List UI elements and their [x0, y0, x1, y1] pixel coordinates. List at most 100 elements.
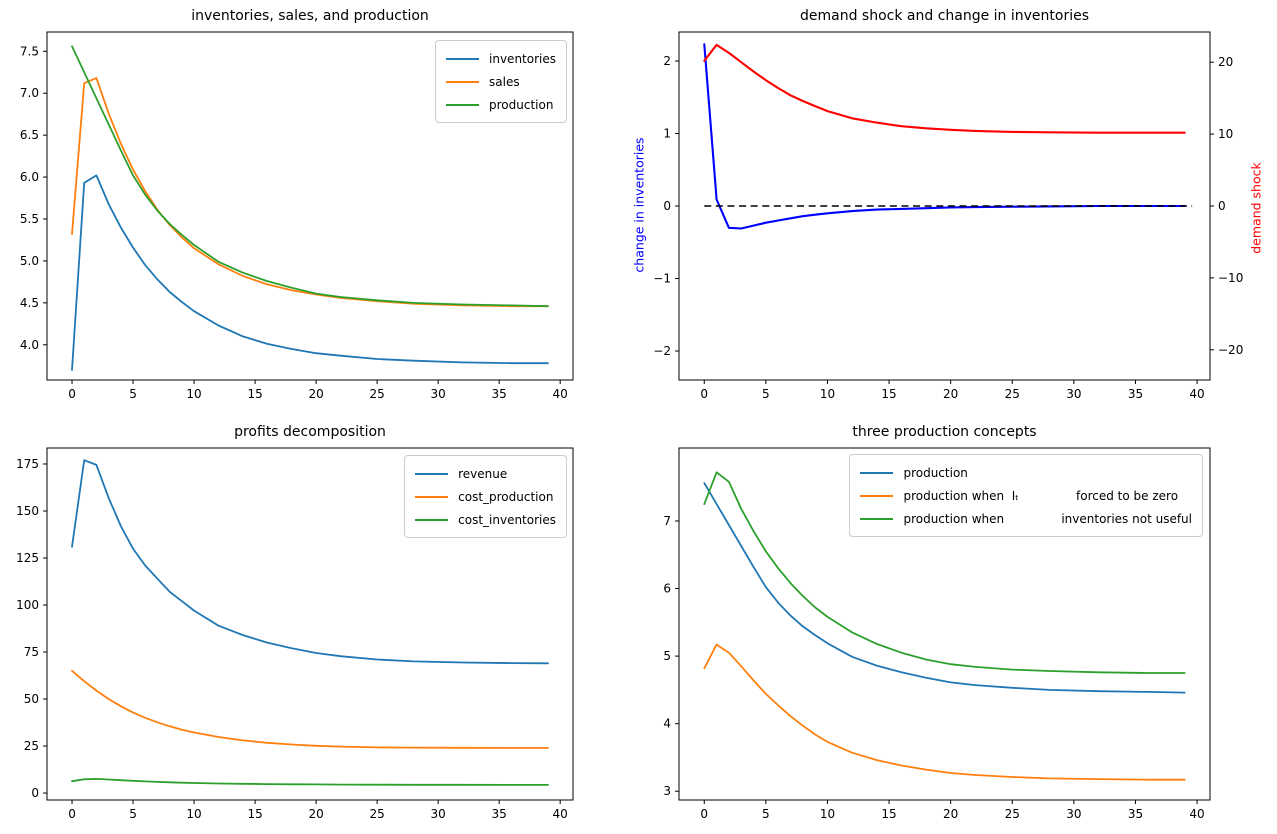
- svg-text:0: 0: [68, 387, 76, 401]
- x-axis-ticks: 0 5 10 15 20 25 30 35 40: [68, 800, 568, 821]
- legend-item-cost-production: cost_production: [415, 485, 556, 508]
- legend-label: production: [903, 465, 968, 480]
- svg-text:40: 40: [1189, 387, 1204, 401]
- svg-text:30: 30: [1066, 807, 1081, 821]
- svg-text:1: 1: [663, 127, 671, 141]
- svg-text:30: 30: [1066, 387, 1081, 401]
- legend-line-sample: [860, 517, 894, 520]
- svg-text:30: 30: [431, 807, 446, 821]
- legend-item-production: production: [860, 461, 1192, 484]
- svg-text:5: 5: [129, 807, 137, 821]
- legend-line-sample: [446, 80, 480, 83]
- series-inventories-line: [71, 174, 549, 371]
- legend-label: cost_inventories: [458, 512, 556, 527]
- legend-line-sample: [860, 494, 894, 497]
- svg-text:0: 0: [700, 387, 708, 401]
- legend-line-sample: [415, 518, 449, 521]
- svg-text:40: 40: [553, 387, 568, 401]
- svg-text:5: 5: [663, 649, 671, 663]
- svg-text:0: 0: [663, 199, 671, 213]
- svg-text:0: 0: [700, 807, 708, 821]
- series-production-when-inventories-not-useful-line: [703, 471, 1186, 674]
- svg-text:7.5: 7.5: [20, 44, 39, 58]
- svg-text:4: 4: [663, 717, 671, 731]
- series-production-line: [71, 45, 549, 308]
- legend-line-sample: [415, 472, 449, 475]
- y-axis-ticks-right: −20 −10 0 10 20: [1210, 55, 1243, 357]
- svg-text:−2: −2: [653, 344, 671, 358]
- legend-line-sample: [446, 103, 480, 106]
- svg-text:5.0: 5.0: [20, 254, 39, 268]
- svg-text:20: 20: [308, 387, 323, 401]
- ylabel-change-in-inventories: change in inventories: [631, 137, 647, 273]
- svg-text:20: 20: [308, 807, 323, 821]
- svg-text:15: 15: [881, 807, 896, 821]
- svg-text:5: 5: [762, 807, 770, 821]
- svg-text:5: 5: [762, 387, 770, 401]
- svg-text:5: 5: [129, 387, 137, 401]
- svg-text:10: 10: [820, 807, 835, 821]
- svg-text:25: 25: [369, 807, 384, 821]
- ylabel-demand-shock: demand shock: [1248, 162, 1264, 254]
- svg-text:125: 125: [16, 551, 39, 565]
- svg-text:20: 20: [943, 807, 958, 821]
- svg-text:50: 50: [24, 692, 39, 706]
- legend-label: production when Iₜ forced to be zero: [903, 488, 1179, 503]
- legend-item-inventories: inventories: [446, 47, 556, 70]
- svg-text:25: 25: [24, 739, 39, 753]
- legend-label: inventories: [489, 51, 556, 66]
- svg-text:−1: −1: [653, 272, 671, 286]
- axes-spines: [678, 31, 1211, 381]
- subplot-three-production-concepts: 0 5 10 15 20 25 30 35 40 3 4 5 6 7: [663, 447, 1211, 821]
- svg-text:4.0: 4.0: [20, 338, 39, 352]
- series-revenue-line: [71, 459, 549, 665]
- svg-text:6.5: 6.5: [20, 128, 39, 142]
- svg-text:7: 7: [663, 514, 671, 528]
- svg-text:15: 15: [247, 387, 262, 401]
- svg-text:3: 3: [663, 784, 671, 798]
- subplot-profits-decomposition: 0 5 10 15 20 25 30 35 40 0 25 50 75 100 125 150 175: [16, 447, 574, 821]
- svg-text:25: 25: [1005, 387, 1020, 401]
- svg-text:0: 0: [31, 786, 39, 800]
- subplot-inventories-sales-production: 0 5 10 15 20 25 30 35 40 4.0 4.5 5.0 5.5 6.0 6.5 7.0 7.5: [20, 31, 574, 401]
- svg-text:7.0: 7.0: [20, 86, 39, 100]
- x-axis-ticks: 0 5 10 15 20 25 30 35 40: [700, 800, 1205, 821]
- series-cost-production-line: [71, 669, 549, 749]
- svg-text:40: 40: [553, 807, 568, 821]
- legend-line-sample: [415, 495, 449, 498]
- y-axis-ticks-left: 0 25 50 75 100 125 150 175: [16, 457, 47, 800]
- svg-text:2: 2: [663, 54, 671, 68]
- legend-item-cost-inventories: cost_inventories: [415, 508, 556, 531]
- legend-item-production-when-inventories-not-useful: production when inventories not useful: [860, 507, 1192, 530]
- y-axis-ticks-left: −2 −1 0 1 2: [653, 54, 679, 358]
- x-axis-ticks: 0 5 10 15 20 25 30 35 40: [68, 380, 568, 401]
- legend-three-production-concepts: production production when Iₜ forced to b…: [849, 454, 1203, 537]
- svg-text:150: 150: [16, 504, 39, 518]
- legend-label: production when inventories not useful: [903, 511, 1192, 526]
- legend-profits-decomposition: revenue cost_production cost_inventories: [404, 455, 567, 538]
- legend-line-sample: [860, 471, 894, 474]
- svg-text:20: 20: [943, 387, 958, 401]
- svg-text:30: 30: [431, 387, 446, 401]
- series-production-line: [703, 482, 1186, 694]
- svg-text:10: 10: [186, 387, 201, 401]
- svg-text:6: 6: [663, 582, 671, 596]
- axes-spines: [46, 31, 574, 381]
- legend-line-sample: [446, 57, 480, 60]
- svg-text:35: 35: [492, 387, 507, 401]
- svg-text:15: 15: [881, 387, 896, 401]
- x-axis-ticks: 0 5 10 15 20 25 30 35 40: [700, 380, 1205, 401]
- title-three-production-concepts: three production concepts: [852, 424, 1037, 440]
- axes-spines: [46, 447, 574, 801]
- svg-text:10: 10: [1218, 127, 1233, 141]
- svg-text:20: 20: [1218, 55, 1233, 69]
- legend-label: sales: [489, 74, 520, 89]
- svg-text:25: 25: [369, 387, 384, 401]
- svg-text:5.5: 5.5: [20, 212, 39, 226]
- svg-text:−20: −20: [1218, 343, 1243, 357]
- svg-text:6.0: 6.0: [20, 170, 39, 184]
- svg-text:−10: −10: [1218, 271, 1243, 285]
